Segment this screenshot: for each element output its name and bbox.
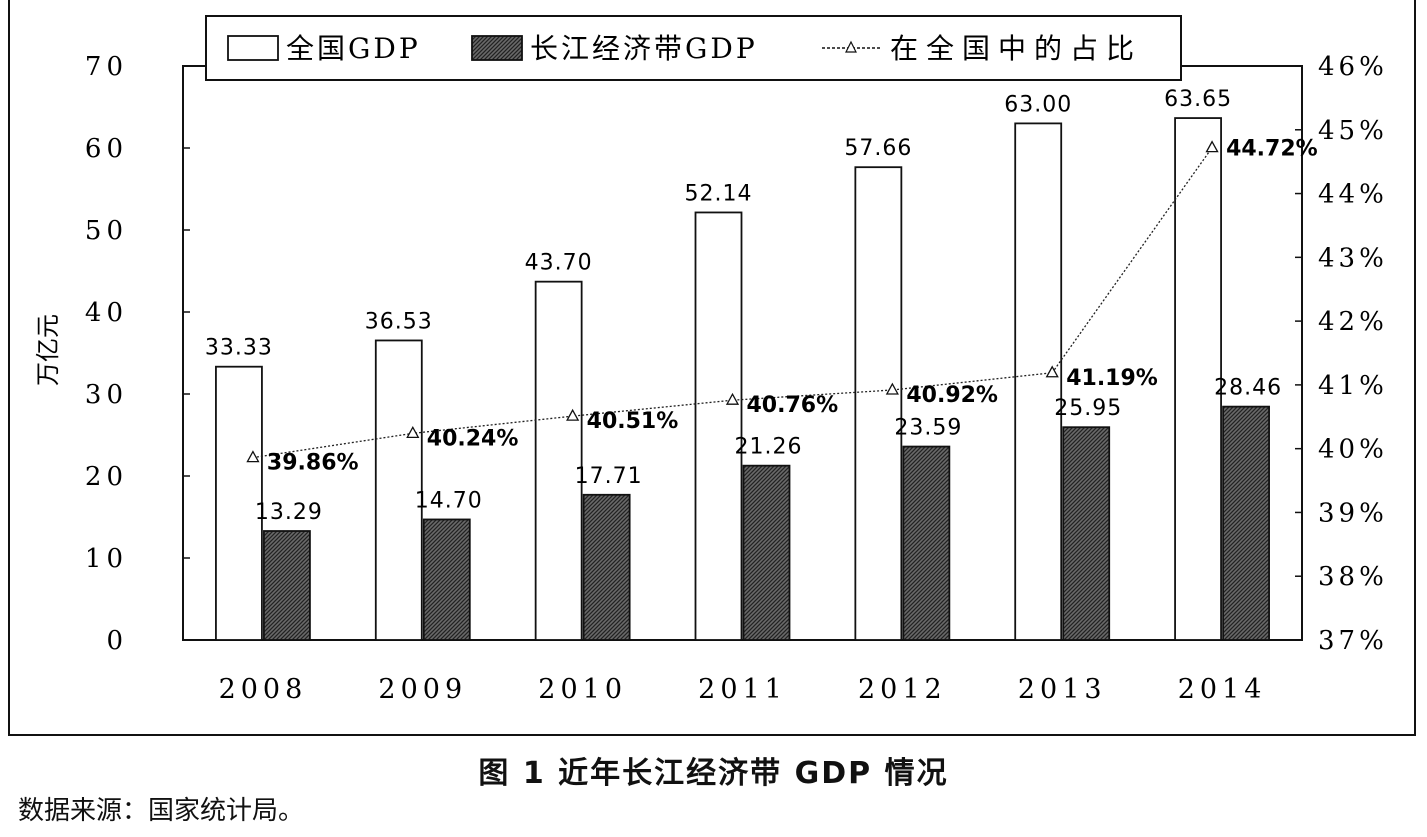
line-point-label: 40.51%	[587, 409, 679, 434]
figure-frame	[8, 0, 1416, 736]
data-source-note: 数据来源：国家统计局。	[18, 796, 305, 826]
bar-label-yangtze-gdp: 13.29	[255, 500, 323, 525]
x-tick-label: 2008	[219, 674, 308, 705]
bar-label-national-gdp: 36.53	[365, 309, 433, 334]
y2-tick-label: 41%	[1318, 371, 1388, 401]
bar-national-gdp	[1174, 117, 1222, 641]
bar-yangtze-gdp	[742, 464, 791, 641]
line-point-label: 44.72%	[1226, 137, 1318, 162]
x-tick-label: 2012	[858, 674, 947, 705]
y-tick-label: 30	[85, 380, 128, 410]
x-tick-label: 2009	[378, 674, 467, 705]
y-tick-label: 20	[85, 462, 128, 492]
y2-tick-label: 39%	[1318, 498, 1388, 528]
bar-yangtze-gdp	[582, 493, 631, 641]
legend-label-share: 在全国中的占比	[890, 32, 1142, 65]
line-point-marker	[566, 408, 580, 421]
line-point-marker	[1205, 140, 1219, 153]
line-point-label: 40.76%	[747, 393, 839, 418]
legend-label-yangtze-gdp: 长江经济带GDP	[530, 32, 758, 65]
line-point-marker	[246, 450, 260, 463]
bar-label-national-gdp: 33.33	[205, 336, 273, 361]
y2-tick-label: 38%	[1318, 562, 1388, 592]
bar-yangtze-gdp	[1062, 426, 1111, 641]
y-tick-label: 0	[106, 626, 128, 656]
y2-tick-label: 46%	[1318, 52, 1388, 82]
line-point-label: 39.86%	[267, 451, 359, 476]
bar-label-national-gdp: 63.65	[1164, 87, 1232, 112]
bar-yangtze-gdp	[422, 518, 471, 641]
y-axis-label: 万亿元	[34, 314, 62, 386]
bar-label-national-gdp: 43.70	[525, 251, 593, 276]
bar-national-gdp	[534, 280, 583, 641]
y-tick-label: 60	[85, 134, 128, 164]
bar-yangtze-gdp	[1222, 405, 1270, 641]
bar-label-yangtze-gdp: 14.70	[415, 488, 483, 513]
bar-label-national-gdp: 63.00	[1004, 92, 1072, 117]
y2-tick-label: 42%	[1318, 307, 1388, 337]
line-point-marker	[885, 382, 899, 395]
bar-national-gdp	[694, 211, 743, 641]
y2-tick-label: 40%	[1318, 435, 1388, 465]
y-tick-label: 70	[85, 52, 128, 82]
legend-box	[205, 15, 1182, 81]
y-tick-label: 50	[85, 216, 128, 246]
line-point-marker	[725, 392, 740, 405]
line-point-marker	[406, 426, 420, 439]
bar-national-gdp	[854, 166, 903, 641]
bar-label-yangtze-gdp: 23.59	[894, 416, 962, 441]
bar-label-yangtze-gdp: 21.26	[735, 435, 803, 460]
bar-yangtze-gdp	[902, 445, 951, 641]
x-tick-label: 2010	[538, 674, 627, 705]
y2-tick-label: 43%	[1318, 243, 1388, 273]
bar-label-yangtze-gdp: 25.95	[1054, 396, 1122, 421]
line-point-label: 40.24%	[427, 426, 519, 451]
bar-yangtze-gdp	[263, 530, 311, 641]
bar-label-yangtze-gdp: 17.71	[575, 464, 643, 489]
line-point-label: 40.92%	[906, 383, 998, 408]
legend-label-national-gdp: 全国GDP	[286, 32, 421, 65]
line-point-label: 41.19%	[1066, 366, 1158, 391]
x-tick-label: 2011	[698, 674, 787, 705]
bar-national-gdp	[374, 339, 423, 641]
bar-label-national-gdp: 52.14	[685, 181, 753, 206]
x-tick-label: 2013	[1018, 674, 1107, 705]
bar-label-national-gdp: 57.66	[844, 136, 912, 161]
legend-swatch-national-gdp	[227, 35, 279, 61]
legend-triangle-icon	[845, 40, 857, 53]
line-point-marker	[1045, 365, 1059, 378]
bar-label-yangtze-gdp: 28.46	[1214, 376, 1282, 401]
figure-caption: 图 1 近年长江经济带 GDP 情况	[478, 756, 949, 791]
y2-tick-label: 37%	[1318, 626, 1388, 656]
bar-national-gdp	[215, 365, 263, 641]
legend-swatch-yangtze-gdp	[471, 35, 523, 61]
chart: 01020304050607037%38%39%40%41%42%43%44%4…	[34, 15, 1388, 705]
y-tick-label: 10	[85, 544, 128, 574]
y2-tick-label: 45%	[1318, 116, 1388, 146]
y2-tick-label: 44%	[1318, 180, 1388, 210]
bar-national-gdp	[1014, 122, 1063, 641]
legend: 全国GDP 长江经济带GDP 在全国中的占比	[205, 15, 1182, 81]
y-tick-label: 40	[85, 298, 128, 328]
x-tick-label: 2014	[1178, 674, 1267, 705]
plot-area	[182, 65, 1303, 641]
